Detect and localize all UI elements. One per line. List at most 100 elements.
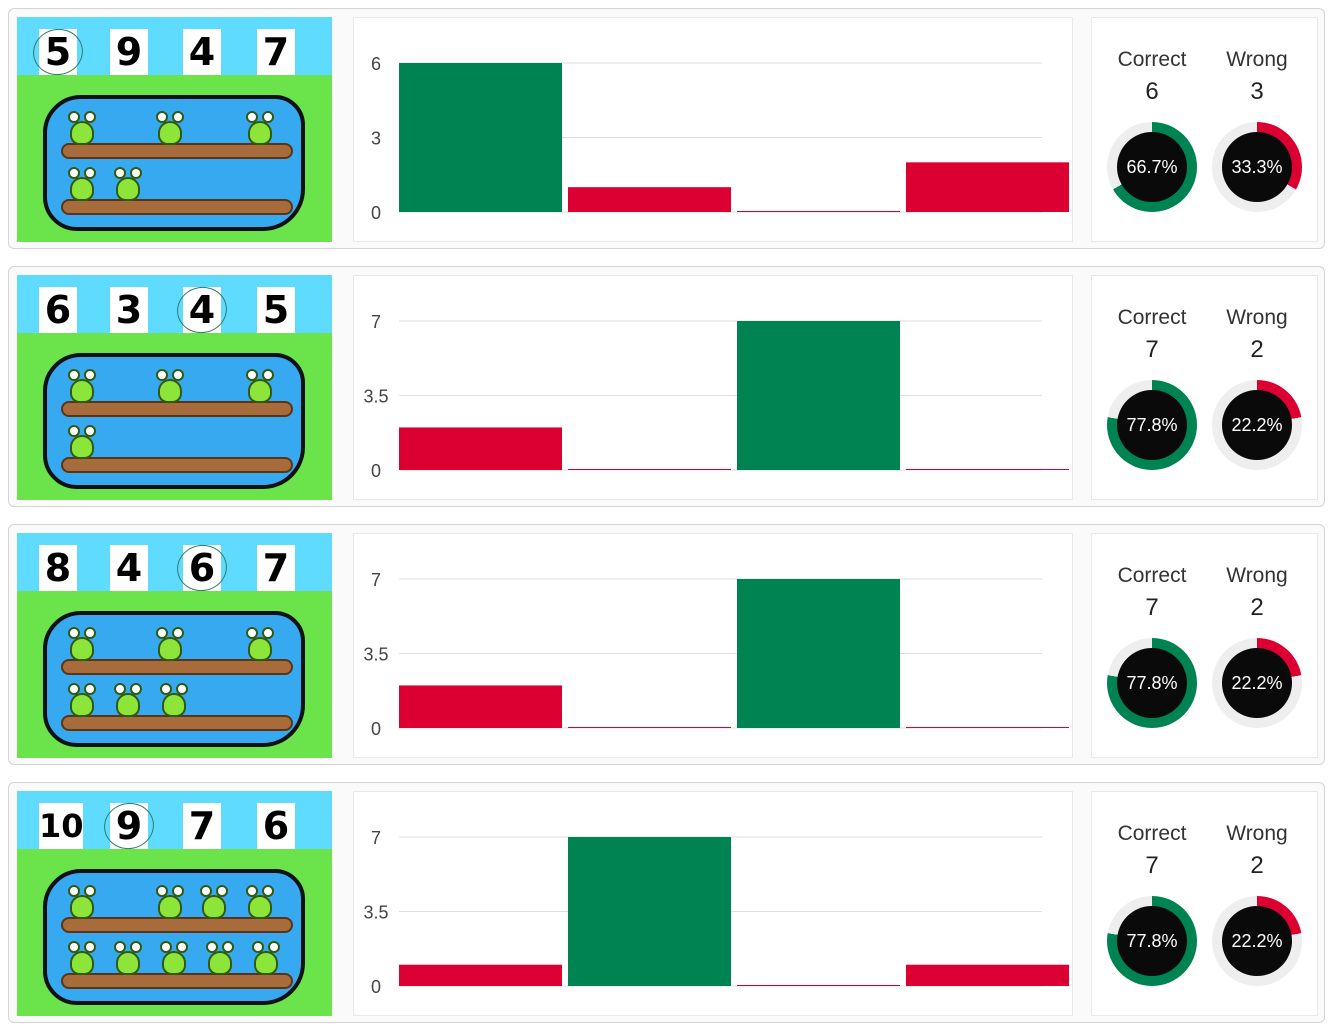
number-card: 8 bbox=[39, 545, 77, 591]
answer-bar-chart: 0 3.5 7 bbox=[353, 533, 1073, 758]
wrong-label: Wrong bbox=[1226, 306, 1288, 329]
frog-icon bbox=[245, 109, 275, 147]
correct-count: 7 bbox=[1145, 594, 1159, 621]
answer-bar-chart: 0 3 6 bbox=[353, 17, 1073, 242]
answer-bar-chart: 0 3.5 7 bbox=[353, 275, 1073, 500]
correct-percent: 77.8% bbox=[1117, 906, 1187, 976]
frog-icon bbox=[67, 883, 97, 921]
wrong-donut-chart: 22.2% bbox=[1212, 638, 1302, 728]
number-card: 4 bbox=[183, 29, 221, 75]
bar-chart-svg: 03.57 bbox=[363, 312, 1069, 481]
frog-icon bbox=[67, 109, 97, 147]
number-card: 10 bbox=[39, 803, 84, 849]
wrong-count: 3 bbox=[1250, 78, 1264, 105]
pond bbox=[43, 95, 305, 231]
y-tick-label: 0 bbox=[371, 977, 381, 997]
wrong-percent: 22.2% bbox=[1222, 390, 1292, 460]
score-summary: Correct 7 77.8% Wrong 2 22.2% bbox=[1091, 533, 1318, 758]
bar-chart-svg: 03.57 bbox=[363, 570, 1069, 739]
y-tick-label: 3.5 bbox=[363, 387, 388, 407]
log bbox=[61, 143, 293, 159]
wrong-label: Wrong bbox=[1226, 564, 1288, 587]
answer-circle bbox=[172, 282, 232, 338]
y-tick-label: 3.5 bbox=[363, 645, 388, 665]
wrong-donut-chart: 22.2% bbox=[1212, 896, 1302, 986]
log bbox=[61, 659, 293, 675]
answer-circle bbox=[172, 540, 232, 596]
correct-count: 6 bbox=[1145, 78, 1159, 105]
answer-bar bbox=[568, 469, 731, 470]
number-card: 9 bbox=[99, 798, 159, 854]
question-row[interactable]: 10 9 7 6 0 3.5 7 Correct 7 77.8% Wrong 2 22.2% bbox=[8, 782, 1325, 1023]
frog-icon bbox=[245, 367, 275, 405]
score-summary: Correct 7 77.8% Wrong 2 22.2% bbox=[1091, 791, 1318, 1016]
number-card: 5 bbox=[257, 287, 295, 333]
log bbox=[61, 401, 293, 417]
y-tick-label: 7 bbox=[371, 312, 381, 332]
answer-bar bbox=[568, 837, 731, 986]
y-tick-label: 0 bbox=[371, 461, 381, 481]
frog-icon bbox=[67, 681, 97, 719]
correct-donut-chart: 77.8% bbox=[1107, 380, 1197, 470]
number-card: 6 bbox=[257, 803, 295, 849]
correct-percent: 77.8% bbox=[1117, 648, 1187, 718]
correct-percent: 66.7% bbox=[1117, 132, 1187, 202]
answer-circle bbox=[99, 798, 159, 854]
answer-bar bbox=[399, 685, 562, 728]
y-tick-label: 3.5 bbox=[363, 903, 388, 923]
frog-icon bbox=[113, 165, 143, 203]
number-card: 7 bbox=[183, 803, 221, 849]
wrong-count: 2 bbox=[1250, 852, 1264, 879]
number-card: 4 bbox=[172, 282, 232, 338]
correct-label: Correct bbox=[1117, 48, 1187, 71]
number-card: 7 bbox=[257, 29, 295, 75]
number-card: 9 bbox=[110, 29, 148, 75]
correct-donut-chart: 77.8% bbox=[1107, 638, 1197, 728]
correct-label: Correct bbox=[1117, 822, 1187, 845]
frog-icon bbox=[155, 883, 185, 921]
answer-bar bbox=[568, 187, 731, 212]
answer-bar bbox=[399, 63, 562, 212]
frog-icon bbox=[67, 423, 97, 461]
wrong-label: Wrong bbox=[1226, 48, 1288, 71]
frog-icon bbox=[113, 681, 143, 719]
y-tick-label: 7 bbox=[371, 828, 381, 848]
correct-label: Correct bbox=[1117, 306, 1187, 329]
answer-bar bbox=[737, 579, 900, 728]
wrong-count: 2 bbox=[1250, 336, 1264, 363]
frog-icon bbox=[113, 939, 143, 977]
correct-count: 7 bbox=[1145, 852, 1159, 879]
frog-icon bbox=[199, 883, 229, 921]
frog-icon bbox=[155, 367, 185, 405]
log bbox=[61, 917, 293, 933]
wrong-donut-chart: 33.3% bbox=[1212, 122, 1302, 212]
answer-bar bbox=[399, 427, 562, 470]
pond bbox=[43, 869, 305, 1005]
frog-icon bbox=[205, 939, 235, 977]
wrong-percent: 22.2% bbox=[1222, 648, 1292, 718]
answer-bar bbox=[906, 469, 1069, 470]
frog-icon bbox=[159, 939, 189, 977]
log bbox=[61, 199, 293, 215]
answer-bar bbox=[906, 964, 1069, 986]
bar-chart-svg: 0 3 6 bbox=[371, 54, 1069, 223]
y-tick-label: 3 bbox=[371, 129, 381, 149]
frog-icon bbox=[67, 939, 97, 977]
answer-bar-chart: 0 3.5 7 bbox=[353, 791, 1073, 1016]
answer-circle bbox=[28, 24, 88, 80]
number-card: 4 bbox=[110, 545, 148, 591]
question-thumbnail: 10 9 7 6 bbox=[17, 791, 332, 1016]
log bbox=[61, 457, 293, 473]
y-tick-label: 7 bbox=[371, 570, 381, 590]
frog-icon bbox=[245, 883, 275, 921]
number-card: 3 bbox=[110, 287, 148, 333]
pond bbox=[43, 353, 305, 489]
number-card: 6 bbox=[39, 287, 77, 333]
number-card: 7 bbox=[257, 545, 295, 591]
